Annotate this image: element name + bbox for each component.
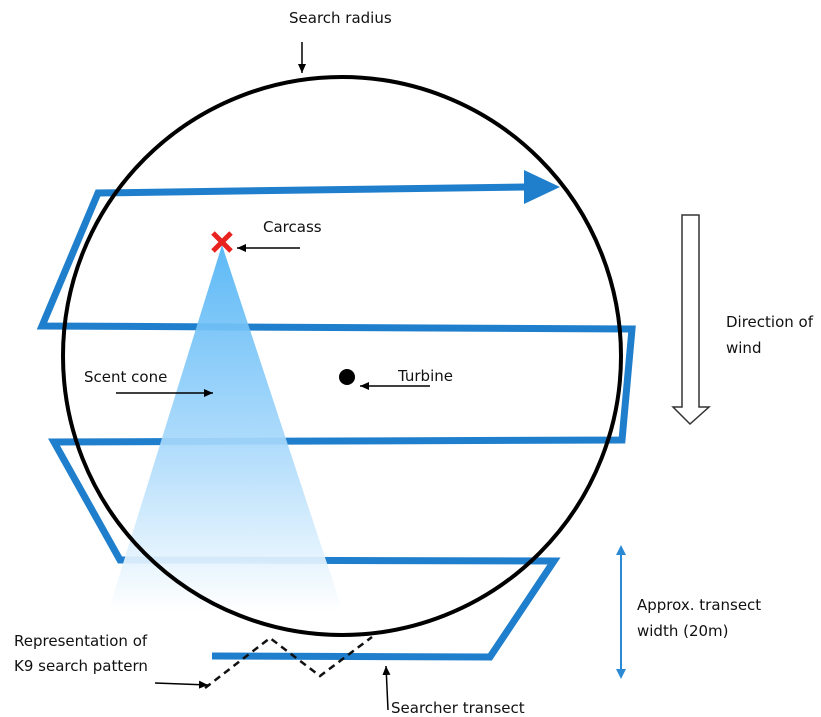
transect-arrowhead-icon (524, 170, 560, 204)
k9-pattern-label-line2: K9 search pattern (14, 657, 148, 675)
transect-width-arrowhead-top-icon (616, 545, 626, 555)
scent-cone-label: Scent cone (84, 368, 167, 386)
carcass-label: Carcass (263, 218, 322, 236)
wind-direction-down-arrow-icon (671, 214, 711, 426)
transect-width-label-line1: Approx. transect (637, 596, 761, 614)
direction-of-wind-label-line1: Direction of (726, 313, 814, 331)
k9-pattern-label-line1: Representation of (14, 632, 148, 650)
transect-width-arrowhead-bottom-icon (616, 669, 626, 679)
turbine-label: Turbine (397, 367, 453, 385)
direction-of-wind-label-line2: wind (726, 339, 761, 357)
searcher-transect-label: Searcher transect (391, 699, 525, 717)
carcass-x-mark-icon (211, 231, 233, 253)
transect-width-label-line2: width (20m) (637, 622, 729, 640)
search-radius-label: Search radius (289, 9, 392, 27)
k9-search-pattern (204, 636, 373, 689)
searcher-transect-arrow-icon (382, 665, 391, 711)
search-radius-circle (61, 75, 623, 637)
turbine-dot-icon (339, 369, 355, 385)
scent-cone (108, 245, 343, 612)
k9-arrow-icon (154, 680, 209, 689)
searcher-transect-path (36, 183, 636, 661)
